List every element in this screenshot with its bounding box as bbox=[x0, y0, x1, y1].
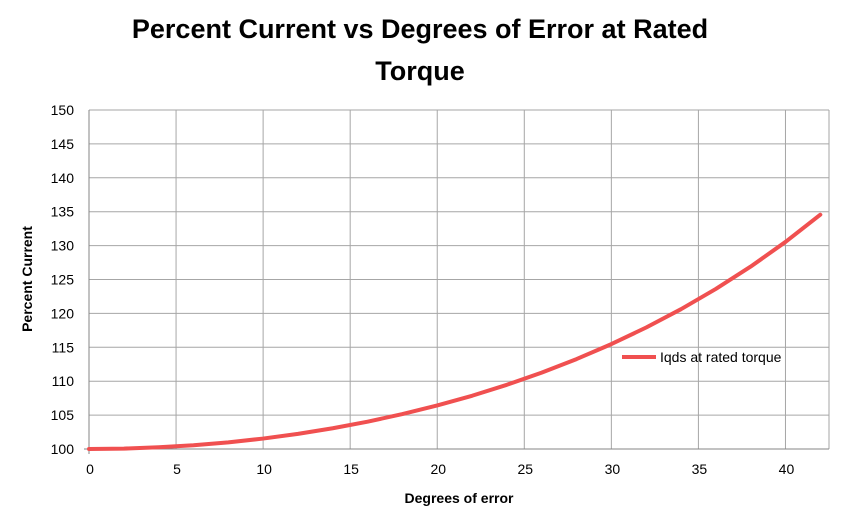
x-tick-label: 0 bbox=[86, 461, 94, 477]
x-tick-label: 5 bbox=[173, 461, 181, 477]
y-tick-label: 140 bbox=[51, 170, 75, 186]
series-lines bbox=[87, 212, 823, 451]
y-tick-label: 145 bbox=[51, 136, 75, 152]
y-tick-label: 125 bbox=[51, 272, 75, 288]
x-tick-label: 10 bbox=[256, 461, 272, 477]
y-tick-label: 150 bbox=[51, 102, 75, 118]
x-tick-label: 20 bbox=[430, 461, 446, 477]
x-tick-label: 35 bbox=[692, 461, 708, 477]
y-tick-label: 120 bbox=[51, 305, 75, 321]
y-tick-labels: 100 105 110 115 120 125 130 135 140 145 150 bbox=[51, 102, 75, 457]
y-tick-label: 135 bbox=[51, 204, 75, 220]
x-tick-label: 30 bbox=[605, 461, 621, 477]
y-axis-label: Percent Current bbox=[19, 226, 35, 332]
legend-label: Iqds at rated torque bbox=[660, 349, 782, 365]
grid-lines bbox=[84, 109, 830, 454]
x-tick-labels: 0 5 10 15 20 25 30 35 40 bbox=[86, 461, 794, 477]
chart-title: Percent Current vs Degrees of Error at R… bbox=[131, 14, 709, 86]
legend: Iqds at rated torque bbox=[622, 349, 782, 365]
y-tick-label: 115 bbox=[52, 339, 75, 355]
x-axis-label: Degrees of error bbox=[405, 490, 514, 506]
y-tick-label: 110 bbox=[52, 373, 75, 389]
x-tick-label: 15 bbox=[343, 461, 359, 477]
x-tick-label: 40 bbox=[779, 461, 795, 477]
y-tick-label: 100 bbox=[51, 441, 75, 457]
y-tick-label: 105 bbox=[51, 407, 75, 423]
y-tick-label: 130 bbox=[51, 238, 75, 254]
x-tick-label: 25 bbox=[518, 461, 534, 477]
series-line bbox=[87, 212, 823, 451]
